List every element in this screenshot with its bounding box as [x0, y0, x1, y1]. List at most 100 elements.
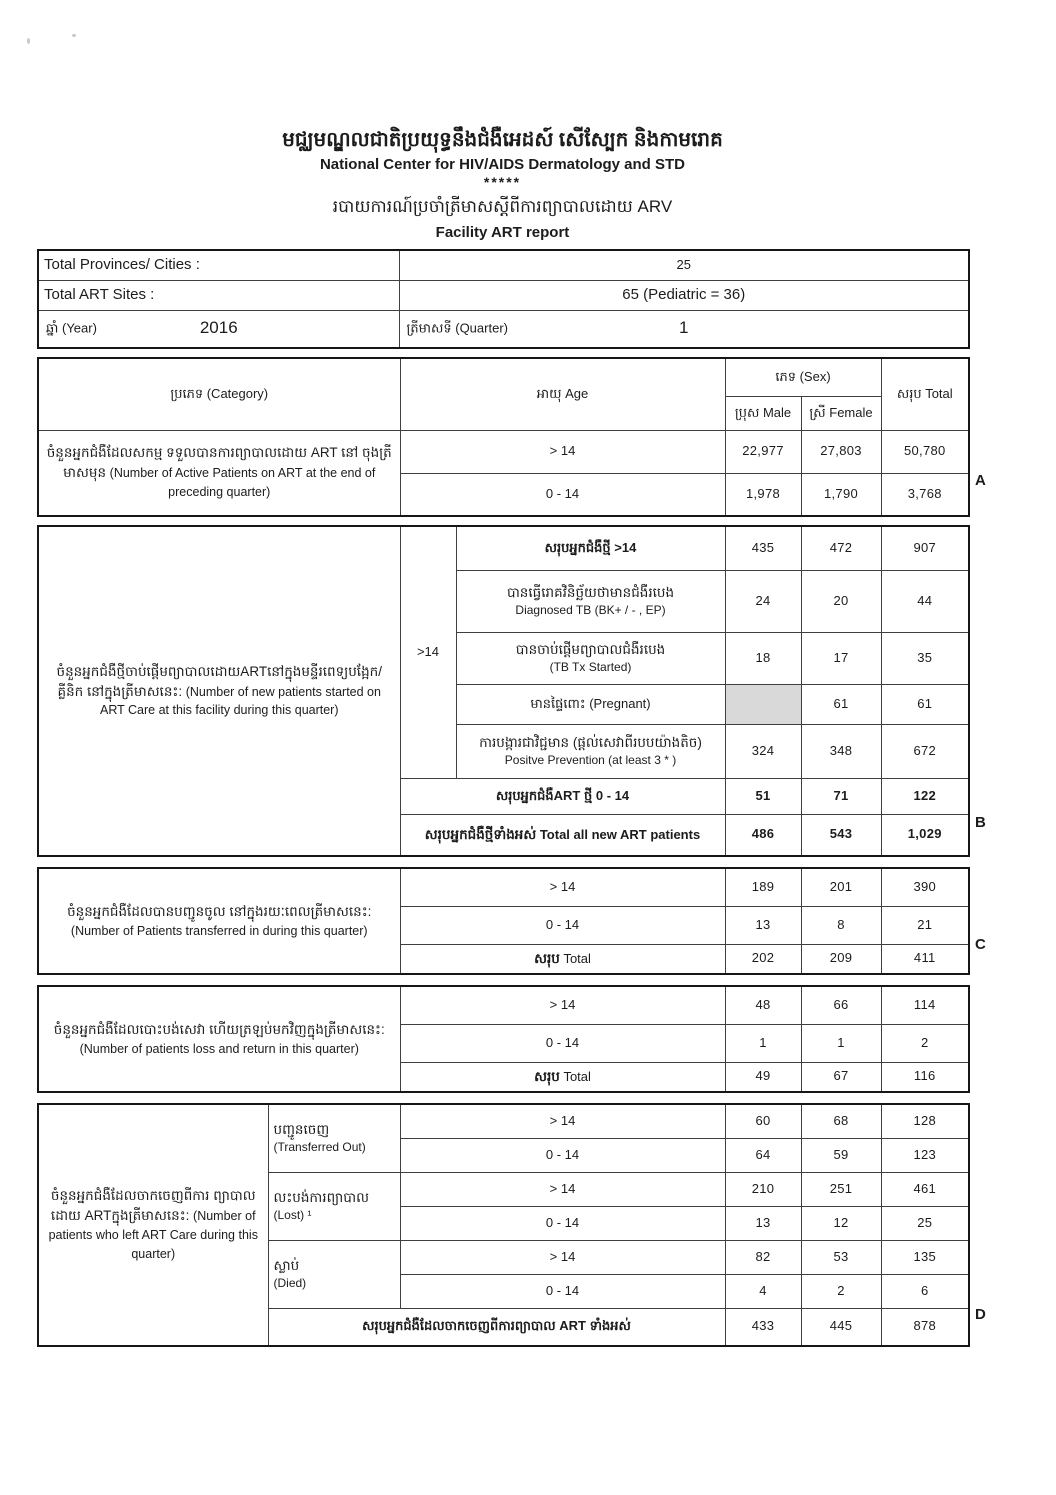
row-label: បានចាប់ផ្តើមព្យាបាលជំងឺរបេង (TB Tx Start…	[455, 631, 726, 685]
provinces-label: Total Provinces/ Cities :	[37, 249, 400, 281]
total-value: 878	[880, 1307, 970, 1347]
female-value: 1,790	[800, 472, 882, 517]
subcategory-english: (Lost) ¹	[273, 1208, 312, 1223]
loss-return-category: ចំនួនអ្នកជំងឺដែលបោះបង់សេវា ហើយត្រឡប់មកវិ…	[37, 985, 401, 1093]
male-value: 433	[724, 1307, 802, 1347]
org-title-khmer: មជ្ឈមណ្ឌលជាតិប្រយុទ្ធនឹងជំងឺអេដស៍ សើស្បែ…	[282, 129, 723, 151]
table-row: ឆ្នាំ (Year) 2016 ត្រីមាសទី (Quarter) 1	[37, 309, 970, 349]
table-row: ចំនួនអ្នកជំងឺដែលបានបញ្ជូនចូល នៅក្នុងរយៈព…	[37, 867, 970, 975]
section-b-table: ចំនួនអ្នកជំងឺថ្មីចាប់ផ្តើមព្យាបាលដោយARTន…	[37, 525, 970, 857]
total-row-label: សរុបអ្នកជំងឺថ្មីទាំងអស់ Total all new AR…	[399, 813, 726, 857]
row-label-khmer: បានចាប់ផ្តើមព្យាបាលជំងឺរបេង	[515, 641, 666, 657]
total-value: 116	[880, 1061, 970, 1093]
female-value: 543	[800, 813, 882, 857]
female-value: 1	[800, 1023, 882, 1063]
female-value: 53	[800, 1239, 882, 1275]
total-value: 61	[880, 683, 970, 725]
row-label-khmer: បានធ្វើរោគវិនិច្ឆ័យថាមានជំងឺរបេង	[506, 584, 675, 600]
male-value: 1,978	[724, 472, 802, 517]
male-value: 13	[724, 905, 802, 945]
org-title-english: National Center for HIV/AIDS Dermatology…	[319, 156, 686, 173]
table-row: 0 - 14 13 12 25	[38, 1205, 970, 1241]
table-row: សរុប Total 49 67 116	[38, 1061, 970, 1093]
table-row: 0 - 14 64 59 123	[38, 1137, 970, 1173]
total-value: 6	[880, 1273, 970, 1309]
category-english: (Number of patients who left ART Care du…	[48, 1209, 258, 1261]
female-value: 12	[800, 1205, 882, 1241]
total-value: 3,768	[880, 472, 970, 517]
section-c-category: ចំនួនអ្នកជំងឺដែលបានបញ្ជូនចូល នៅក្នុងរយៈព…	[37, 867, 401, 975]
scan-artifact	[27, 38, 30, 44]
male-value: 486	[724, 813, 802, 857]
row-label-khmer: ការបង្ការជាវិជ្ជមាន (ផ្តល់សេវាពីរបបយ៉ាងត…	[479, 734, 702, 750]
total-column-header: សរុប Total	[880, 357, 970, 431]
subtotal-row-label: សរុបអ្នកជំងឺART ថ្មី 0 - 14	[399, 777, 726, 815]
table-row: ស្លាប់ (Died) > 14 82 53 135	[38, 1239, 970, 1309]
section-a-category: ចំនួនអ្នកជំងឺដែលសកម្ម ទទួលបានការព្យាបាលដ…	[37, 429, 401, 517]
male-value: 435	[724, 525, 802, 571]
loss-return-table: ចំនួនអ្នកជំងឺដែលបោះបង់សេវា ហើយត្រឡប់មកវិ…	[37, 985, 970, 1093]
age-group-label: >14	[399, 525, 457, 779]
table-header-row: ប្រភេទ (Category) អាយុ Age ភេទ (Sex) សរុ…	[37, 357, 970, 431]
female-value: 71	[800, 777, 882, 815]
age-label: 0 - 14	[399, 1137, 726, 1173]
total-value: 672	[880, 723, 970, 779]
age-label: > 14	[399, 1239, 726, 1275]
table-row: Total Provinces/ Cities : 25	[37, 249, 970, 281]
table-row: សរុប Total 202 209 411	[38, 943, 970, 975]
age-label: > 14	[399, 985, 726, 1025]
female-value: 27,803	[800, 429, 882, 474]
table-row: 0 - 14 4 2 6	[38, 1273, 970, 1309]
female-value: 67	[800, 1061, 882, 1093]
total-label-khmer: សរុប	[534, 1068, 560, 1084]
female-value: 472	[800, 525, 882, 571]
provinces-value: 25	[398, 249, 970, 281]
total-label-khmer: សរុបអ្នកជំងឺថ្មីទាំងអស់	[424, 826, 537, 842]
total-row-label: សរុប Total	[399, 1061, 726, 1093]
category-english: (Number of patients loss and return in t…	[79, 1041, 359, 1056]
age-label: 0 - 14	[399, 1273, 726, 1309]
total-label-english: Total all new ART patients	[539, 826, 701, 842]
table-row: លះបង់ការព្យាបាល (Lost) ¹ > 14 210 251 46…	[38, 1171, 970, 1241]
age-label: 0 - 14	[399, 472, 726, 517]
report-info-table: Total Provinces/ Cities : 25 Total ART S…	[37, 249, 970, 349]
female-value: 8	[800, 905, 882, 945]
male-value: 49	[724, 1061, 802, 1093]
art-sites-value: 65 (Pediatric = 36)	[398, 279, 970, 311]
stars-divider: *****	[483, 174, 522, 190]
subcategory-english: (Died)	[273, 1276, 307, 1291]
male-value: 13	[724, 1205, 802, 1241]
subcategory-english: (Transferred Out)	[273, 1140, 366, 1155]
row-label-english: (TB Tx Started)	[549, 660, 632, 675]
table-row: សរុបអ្នកជំងឺដែលចាកចេញពីការព្យាបាល ART ទា…	[38, 1307, 970, 1347]
row-label-english: Diagnosed TB (BK+ / - , EP)	[515, 603, 666, 618]
report-title-english: Facility ART report	[435, 224, 570, 241]
male-value: 48	[724, 985, 802, 1025]
total-value: 411	[880, 943, 970, 975]
female-value: 251	[800, 1171, 882, 1207]
subcategory-transferred-out: បញ្ជូនចេញ (Transferred Out)	[267, 1103, 401, 1173]
male-value: 4	[724, 1273, 802, 1309]
section-a-table: ប្រភេទ (Category) អាយុ Age ភេទ (Sex) សរុ…	[37, 357, 970, 517]
subcategory-khmer: ស្លាប់	[273, 1257, 300, 1273]
section-c-marker: C	[975, 936, 986, 953]
age-column-header: អាយុ Age	[399, 357, 726, 431]
subcategory-lost: លះបង់ការព្យាបាល (Lost) ¹	[267, 1171, 401, 1241]
quarter-label: ត្រីមាសទី (Quarter)	[406, 320, 508, 336]
male-value: 189	[724, 867, 802, 907]
male-value: 210	[724, 1171, 802, 1207]
total-label-khmer: សរុប	[534, 950, 560, 966]
total-value: 1,029	[880, 813, 970, 857]
age-label: 0 - 14	[399, 1023, 726, 1063]
total-value: 135	[880, 1239, 970, 1275]
male-value: 202	[724, 943, 802, 975]
category-column-header: ប្រភេទ (Category)	[37, 357, 401, 431]
total-value: 390	[880, 867, 970, 907]
female-value: 20	[800, 569, 882, 633]
male-value: 24	[724, 569, 802, 633]
row-label: មានផ្ទៃពោះ (Pregnant)	[455, 683, 726, 725]
female-value: 66	[800, 985, 882, 1025]
category-english: (Number of Patients transferred in durin…	[70, 923, 368, 938]
female-value: 348	[800, 723, 882, 779]
total-value: 2	[880, 1023, 970, 1063]
